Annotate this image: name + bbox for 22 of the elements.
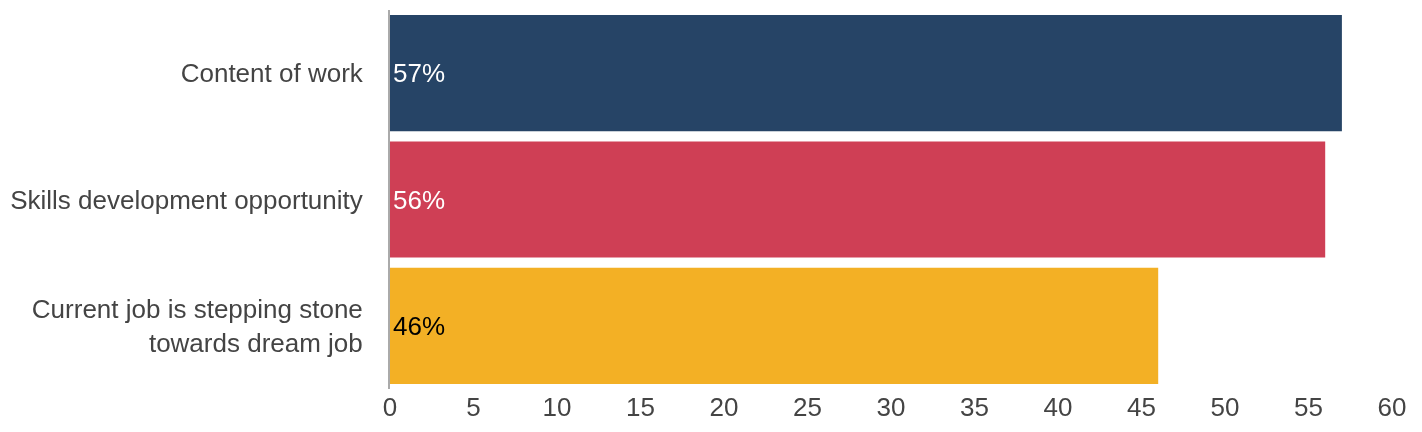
bar (390, 267, 1159, 384)
x-tick-label: 25 (793, 392, 822, 422)
x-tick-label: 20 (709, 392, 739, 422)
x-tick-label: 10 (542, 392, 572, 422)
x-tick-label: 50 (1210, 392, 1240, 422)
x-tick-label: 35 (960, 392, 989, 422)
bar (390, 15, 1342, 132)
data-label: 46% (393, 310, 446, 341)
x-tick-label: 40 (1043, 392, 1073, 422)
x-tick-label: 5 (466, 392, 481, 422)
data-label: 57% (393, 58, 446, 89)
x-tick-label: 15 (626, 392, 655, 422)
x-tick-label: 45 (1127, 392, 1156, 422)
y-tick-label: Content of work (180, 58, 364, 89)
x-tick-label: 0 (382, 392, 398, 422)
bar (390, 141, 1326, 258)
x-tick-label: 55 (1294, 392, 1323, 422)
y-tick-label: Skills development opportunity (10, 184, 363, 215)
x-tick-label: 60 (1377, 392, 1407, 422)
x-tick-label: 30 (876, 392, 906, 422)
data-label: 56% (393, 184, 446, 215)
y-tick-label: Current job is stepping stone towards dream job (31, 294, 363, 358)
